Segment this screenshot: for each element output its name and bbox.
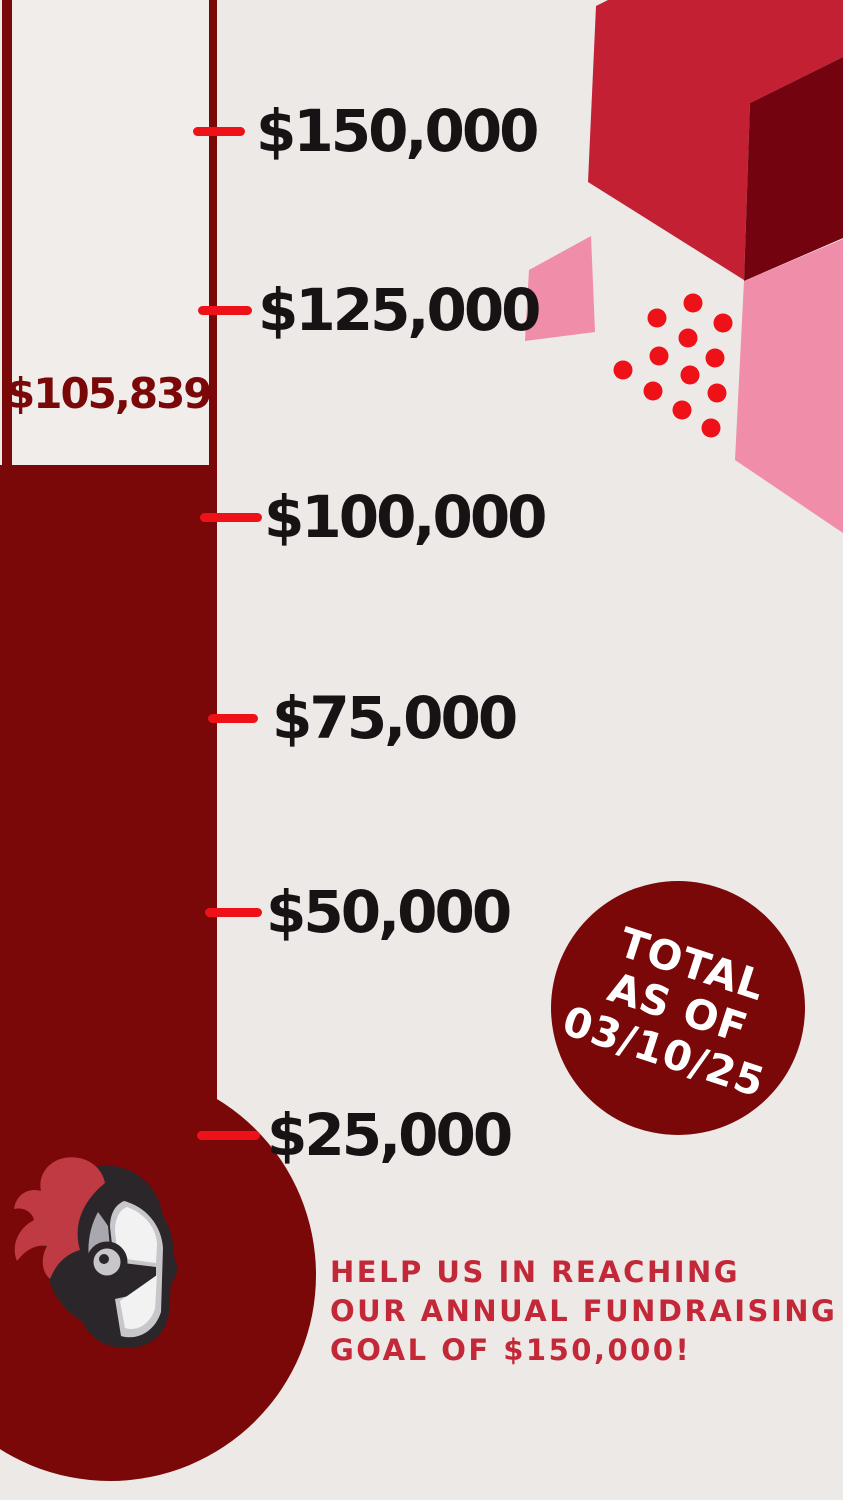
- polka-dot: [707, 383, 727, 403]
- polka-dot: [678, 328, 698, 348]
- axis-tick: [193, 127, 245, 136]
- thermometer-tube-left-border: [2, 0, 12, 470]
- axis-tick: [200, 513, 262, 522]
- axis-tick-label: $100,000: [264, 483, 548, 551]
- footer-line-2: OUR ANNUAL FUNDRAISING: [330, 1294, 838, 1328]
- polka-dot: [613, 360, 633, 380]
- axis-tick: [208, 714, 258, 723]
- footer-line-1: HELP US IN REACHING: [330, 1255, 741, 1289]
- decor-cube-side-face: [744, 57, 843, 281]
- knight-mascot-icon: [14, 1157, 177, 1348]
- polka-dot: [643, 381, 663, 401]
- polka-dot: [647, 308, 667, 328]
- footer-message: HELP US IN REACHING OUR ANNUAL FUNDRAISI…: [330, 1253, 837, 1370]
- mascot-faceplate-highlight-top: [115, 1207, 157, 1263]
- axis-tick-label: $75,000: [272, 684, 518, 752]
- axis-tick-label: $25,000: [267, 1101, 513, 1169]
- polka-dot: [705, 348, 725, 368]
- axis-tick: [205, 908, 262, 917]
- polka-dot: [672, 400, 692, 420]
- mascot-plume: [14, 1157, 105, 1279]
- footer-line-3: GOAL OF $150,000!: [330, 1333, 692, 1367]
- mascot-visor-pivot-center: [99, 1254, 109, 1264]
- decor-pink-diamond: [525, 236, 595, 341]
- thermometer-tube-interior: [12, 0, 209, 466]
- decor-cube-front-face: [588, 0, 843, 280]
- axis-tick: [197, 1131, 260, 1140]
- polka-dot: [680, 365, 700, 385]
- axis-tick-label: $125,000: [258, 276, 542, 344]
- date-badge-circle: [551, 881, 805, 1135]
- polka-dot: [701, 418, 721, 438]
- polka-dot: [683, 293, 703, 313]
- polka-dot: [713, 313, 733, 333]
- polka-dots: [613, 293, 733, 438]
- axis-tick-label: $50,000: [266, 878, 512, 946]
- polka-dot: [649, 346, 669, 366]
- current-total-label: $105,839: [6, 369, 213, 418]
- axis-tick-label: $150,000: [256, 97, 540, 165]
- decor-pink-facet: [735, 239, 843, 533]
- axis-tick: [198, 306, 252, 315]
- mascot-faceplate-highlight-bottom: [120, 1275, 157, 1330]
